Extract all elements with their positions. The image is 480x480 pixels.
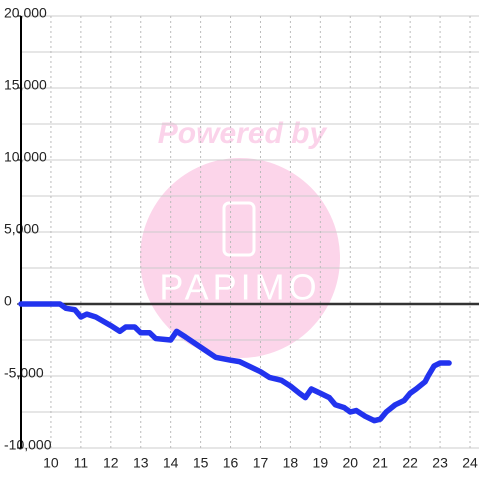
x-tick-label: 18 [283,455,299,471]
x-tick-label: 23 [432,455,448,471]
series-line [18,301,452,424]
plot [18,301,452,424]
x-tick-label: 11 [74,455,89,471]
x-tick-label: 20 [342,455,358,471]
x-tick-label: 17 [253,455,269,471]
x-tick-label: 10 [43,455,59,471]
x-tick-label: 12 [103,455,119,471]
x-tick-label: 24 [462,455,478,471]
x-tick-label: 22 [402,455,418,471]
watermark-circle [140,158,340,358]
y-tick-label: 10,000 [4,149,47,165]
x-tick-label: 14 [163,455,179,471]
x-tick-label: 21 [372,455,388,471]
y-tick-label: 15,000 [4,77,47,93]
x-tick-label: 15 [193,455,209,471]
x-tick-label: 13 [133,455,149,471]
watermark-brand: PAPIMO [159,267,320,308]
watermark: Powered by PAPIMO [140,117,340,358]
x-tick-label: 19 [313,455,329,471]
grid: -10,000-5,00005,00010,00015,00020,000101… [4,5,479,471]
y-tick-label: -10,000 [4,437,52,453]
x-tick-label: 16 [223,455,239,471]
watermark-title: Powered by [158,117,328,150]
watermark-icon [222,201,256,257]
y-tick-label: 20,000 [4,5,47,21]
y-tick-label: 0 [4,293,12,309]
y-tick-label: -5,000 [4,365,44,381]
